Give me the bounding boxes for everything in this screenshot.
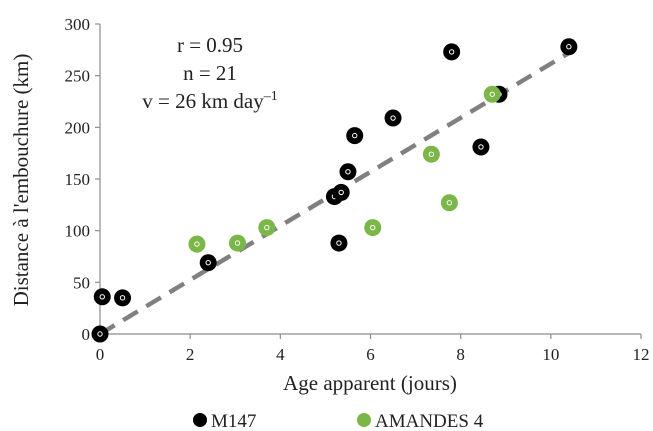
data-point-center bbox=[264, 224, 270, 231]
x-tick-label: 6 bbox=[366, 345, 375, 364]
data-point-m147 bbox=[472, 138, 490, 156]
data-point-m147 bbox=[114, 289, 132, 307]
data-point-center bbox=[205, 260, 211, 266]
x-tick-label: 12 bbox=[633, 345, 650, 364]
data-point-center bbox=[119, 295, 126, 301]
data-point-center bbox=[99, 294, 105, 300]
y-tick-label: 150 bbox=[65, 170, 91, 189]
data-point-center bbox=[97, 331, 103, 337]
data-point-center bbox=[489, 91, 495, 97]
data-point-m147 bbox=[332, 183, 350, 201]
y-tick-label: 50 bbox=[73, 273, 90, 292]
data-point-m147 bbox=[330, 234, 348, 252]
stats-annotation: r = 0.95 n = 21 v = 26 km day–1 bbox=[142, 33, 278, 113]
legend-marker bbox=[193, 413, 207, 427]
data-points bbox=[91, 38, 578, 343]
data-point-amandes-4 bbox=[483, 85, 501, 103]
data-point-m147 bbox=[443, 43, 461, 61]
stat-n: n = 21 bbox=[183, 61, 237, 85]
data-point-m147 bbox=[91, 325, 109, 343]
data-point-center bbox=[345, 169, 351, 175]
data-point-center bbox=[390, 115, 396, 121]
data-point-center bbox=[566, 44, 572, 50]
data-point-m147 bbox=[560, 38, 578, 56]
data-point-center bbox=[338, 189, 344, 196]
stat-v-exponent: –1 bbox=[263, 89, 278, 104]
legend-label: M147 bbox=[211, 411, 256, 431]
y-axis-title: Distance à l'embouchure (km) bbox=[9, 54, 33, 307]
data-point-center bbox=[194, 241, 200, 247]
data-point-center bbox=[352, 132, 358, 139]
data-point-center bbox=[428, 151, 435, 157]
data-point-center bbox=[336, 240, 342, 246]
legend-marker bbox=[357, 413, 371, 427]
data-point-amandes-4 bbox=[364, 219, 382, 237]
stat-v-text: v = 26 km day bbox=[142, 89, 264, 113]
x-tick-label: 2 bbox=[186, 345, 195, 364]
stat-v: v = 26 km day–1 bbox=[142, 89, 278, 113]
data-point-center bbox=[478, 144, 484, 150]
data-point-amandes-4 bbox=[440, 194, 458, 212]
data-point-m147 bbox=[339, 163, 357, 181]
data-point-m147 bbox=[384, 109, 402, 127]
data-point-amandes-4 bbox=[422, 145, 440, 163]
legend-label: AMANDES 4 bbox=[375, 411, 484, 431]
stat-r: r = 0.95 bbox=[177, 33, 243, 57]
data-point-amandes-4 bbox=[229, 234, 247, 252]
x-tick-label: 8 bbox=[456, 345, 465, 364]
y-tick-label: 200 bbox=[65, 118, 91, 137]
data-point-m147 bbox=[346, 127, 364, 145]
x-tick-label: 0 bbox=[96, 345, 105, 364]
x-tick-label: 4 bbox=[276, 345, 285, 364]
y-tick-label: 300 bbox=[65, 15, 91, 34]
data-point-center bbox=[370, 224, 376, 231]
data-point-amandes-4 bbox=[258, 219, 276, 237]
data-point-center bbox=[234, 240, 241, 246]
y-tick-label: 0 bbox=[82, 325, 91, 344]
data-point-m147 bbox=[93, 288, 111, 306]
y-tick-label: 250 bbox=[65, 67, 91, 86]
y-tick-label: 100 bbox=[65, 222, 91, 241]
x-axis-title: Age apparent (jours) bbox=[283, 371, 457, 395]
data-point-amandes-4 bbox=[188, 235, 206, 253]
data-point-m147 bbox=[199, 254, 217, 272]
x-ticks: 0 2 4 6 8 10 12 bbox=[96, 334, 650, 364]
legend: M147 AMANDES 4 bbox=[193, 411, 484, 431]
y-ticks: 0 50 100 150 200 250 300 bbox=[65, 15, 100, 344]
x-tick-label: 10 bbox=[542, 345, 559, 364]
data-point-center bbox=[446, 200, 453, 206]
data-point-center bbox=[448, 49, 455, 55]
